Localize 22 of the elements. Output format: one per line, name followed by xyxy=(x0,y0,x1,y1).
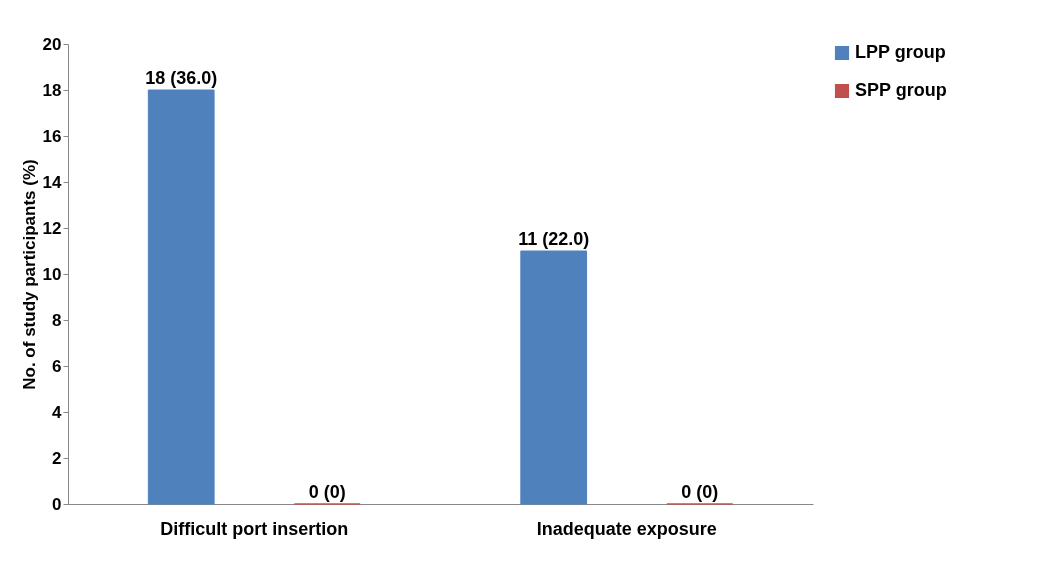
data-label: 18 (36.0) xyxy=(145,68,218,88)
y-tick-label: 20 xyxy=(42,34,62,54)
data-label: 0 (0) xyxy=(308,482,346,502)
y-tick-label: 4 xyxy=(52,402,63,422)
y-tick-label: 10 xyxy=(42,264,62,284)
legend-label: SPP group xyxy=(855,80,947,100)
y-tick-label: 2 xyxy=(52,448,62,468)
data-label: 0 (0) xyxy=(681,482,719,502)
bar xyxy=(147,89,215,505)
data-label: 11 (22.0) xyxy=(518,229,590,249)
y-tick-label: 8 xyxy=(52,310,62,330)
y-tick-label: 18 xyxy=(42,80,62,100)
x-tick-label: Inadequate exposure xyxy=(536,518,717,539)
y-tick-label: 16 xyxy=(42,126,62,146)
x-tick-label: Difficult port insertion xyxy=(160,518,349,539)
y-axis-title: No. of study participants (%) xyxy=(19,159,39,390)
y-tick-label: 0 xyxy=(52,494,62,514)
bar xyxy=(520,250,588,505)
legend-label: LPP group xyxy=(855,42,946,62)
y-tick-label: 12 xyxy=(42,218,62,238)
y-tick-label: 14 xyxy=(42,172,63,192)
y-tick-label: 6 xyxy=(52,356,62,376)
